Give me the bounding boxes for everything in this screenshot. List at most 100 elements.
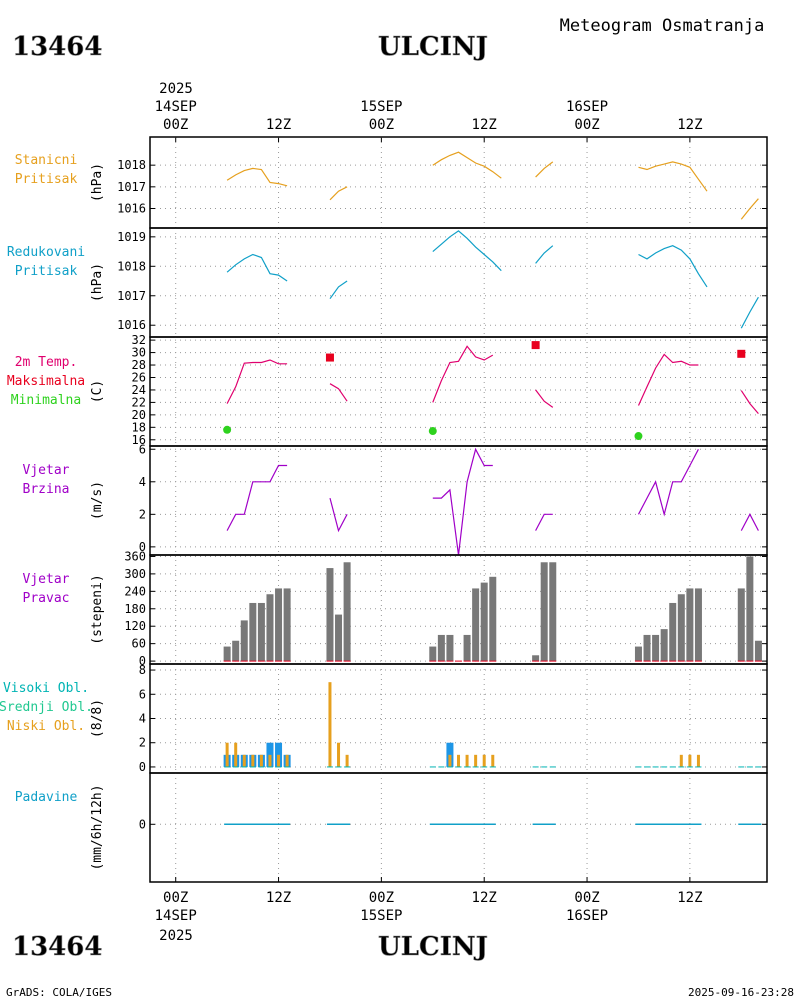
ytick-label: 24 <box>132 383 146 397</box>
series-line <box>535 389 554 408</box>
top-time-tick: 00Z <box>574 117 599 133</box>
low-cloud-bar <box>268 754 272 767</box>
low-cloud-bar <box>345 754 349 767</box>
ytick-label: 1018 <box>117 158 146 172</box>
y-axis-label: (C) <box>90 380 105 403</box>
wind-direction-bar <box>472 588 480 662</box>
low-cloud-bar <box>465 754 469 767</box>
wind-direction-bar <box>240 620 248 662</box>
ytick-label: 0 <box>139 654 146 668</box>
bottom-time-tick: 00Z <box>574 890 599 906</box>
low-cloud-bar <box>679 754 683 767</box>
series-line <box>226 464 288 531</box>
series-line <box>637 449 699 517</box>
ytick-label: 32 <box>132 333 146 347</box>
wind-direction-bar <box>652 634 660 662</box>
low-cloud-bar <box>234 742 238 767</box>
variable-label: Redukovani <box>7 245 85 260</box>
wind-direction-bar <box>343 562 351 662</box>
max-temp-marker <box>325 353 334 362</box>
wind-direction-bar <box>754 640 762 662</box>
ytick-label: 1018 <box>117 259 146 273</box>
ytick-label: 30 <box>132 346 146 360</box>
wind-direction-bar <box>532 655 540 662</box>
ytick-label: 18 <box>132 420 146 434</box>
station-name-top: ULCINJ <box>378 32 488 62</box>
series-line <box>740 513 759 531</box>
station-name-bottom: ULCINJ <box>378 932 488 962</box>
low-cloud-bar <box>482 754 486 767</box>
panel-reduced-pressure: 1016 1017 1018 1019 (hPa) Redukovani Pritisak <box>7 227 768 338</box>
y-axis-label: (m/s) <box>90 481 105 520</box>
ytick-label: 1017 <box>117 289 146 303</box>
low-cloud-bar <box>225 742 229 767</box>
variable-label: Padavine <box>15 790 78 805</box>
wind-direction-bar <box>549 562 557 662</box>
variable-label: Srednji Obl. <box>0 700 93 715</box>
variable-label: Vjetar <box>23 572 70 587</box>
series-line <box>432 345 494 403</box>
variable-label: Pritisak <box>15 264 78 279</box>
series-line <box>638 245 708 288</box>
wind-direction-bar <box>677 594 685 662</box>
wind-direction-bar <box>694 588 702 662</box>
ytick-label: 8 <box>139 663 146 677</box>
year-top: 2025 <box>159 81 193 97</box>
top-time-tick: 12Z <box>472 117 497 133</box>
wind-direction-bar <box>232 640 240 662</box>
ytick-label: 1016 <box>117 318 146 332</box>
low-cloud-bar <box>457 754 460 767</box>
wind-direction-bar <box>429 646 437 662</box>
ytick-label: 2 <box>139 507 146 521</box>
variable-label: 2m Temp. <box>15 355 78 370</box>
low-cloud-bar <box>337 742 341 767</box>
top-time-tick: 12Z <box>266 117 291 133</box>
series-line <box>329 383 348 402</box>
wind-direction-bar <box>283 588 291 662</box>
bottom-date-label: 15SEP <box>360 908 402 924</box>
ytick-label: 0 <box>139 540 146 554</box>
ytick-label: 2 <box>139 736 146 750</box>
variable-label: Brzina <box>23 482 70 497</box>
min-temp-marker <box>428 427 437 436</box>
ytick-label: 1016 <box>117 202 146 216</box>
series-line <box>329 280 348 300</box>
panel-wind-direction: 0 60 120 180 240 300 360 (stepeni) Vjetar Pravac <box>23 549 768 668</box>
variable-label: Visoki Obl. <box>3 681 89 696</box>
footer-right: 2025-09-16-23:28 <box>688 986 794 999</box>
y-axis-label: (mm/6h/12h) <box>90 784 105 870</box>
ytick-label: 4 <box>139 475 146 489</box>
wind-direction-bar <box>669 602 677 662</box>
series-line <box>638 161 708 192</box>
wind-direction-bar <box>266 594 274 662</box>
top-date-label: 16SEP <box>566 99 608 115</box>
ytick-label: 1019 <box>117 230 146 244</box>
ytick-label: 300 <box>124 567 146 581</box>
low-cloud-bar <box>277 754 281 767</box>
wind-direction-bar <box>634 646 642 662</box>
ytick-label: 6 <box>139 687 146 701</box>
wind-direction-bar <box>660 629 668 662</box>
panel-frame <box>149 136 768 229</box>
top-time-tick: 00Z <box>369 117 394 133</box>
wind-direction-bar <box>275 588 283 662</box>
ytick-label: 28 <box>132 358 146 372</box>
station-id-bottom: 13464 <box>12 932 102 962</box>
wind-direction-bar <box>746 556 754 662</box>
y-axis-label: (hPa) <box>90 263 105 302</box>
ytick-label: 180 <box>124 602 146 616</box>
low-cloud-bar <box>474 754 478 767</box>
ytick-label: 6 <box>139 442 146 456</box>
panel-cloud-cover: 0 2 4 6 8 (8/8)Visoki Obl. Srednji Obl. Niski O… <box>0 663 768 774</box>
series-line <box>329 497 348 533</box>
series-line <box>226 359 288 404</box>
ytick-label: 22 <box>132 395 146 409</box>
series-line <box>535 245 554 264</box>
ytick-label: 4 <box>139 712 146 726</box>
low-cloud-bar <box>328 682 332 767</box>
wind-direction-bar <box>480 582 488 662</box>
low-cloud-bar <box>259 754 263 767</box>
series-line <box>226 167 288 187</box>
y-axis-label: (hPa) <box>90 163 105 202</box>
